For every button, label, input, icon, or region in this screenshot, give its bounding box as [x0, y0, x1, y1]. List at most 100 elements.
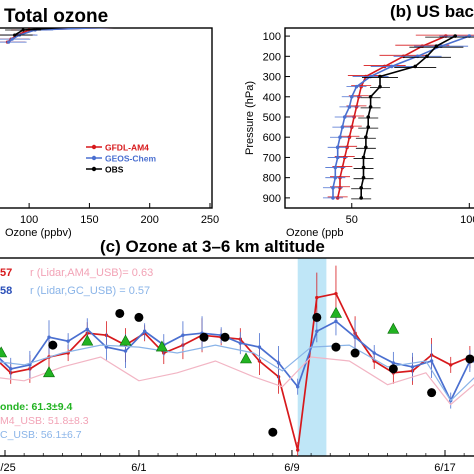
panel-b-xtick-label: 50 [346, 214, 358, 226]
panel-c-point [142, 329, 147, 333]
panel-a-point [202, 22, 205, 25]
panel-b-xtick-label: 100 [460, 214, 474, 226]
panel-c-series-line [0, 344, 474, 402]
panel-c-stat-sonde: onde: 61.3±9.4 [0, 401, 72, 413]
panel-c-black-point [268, 427, 278, 437]
panel-c-point [315, 329, 319, 333]
panel-c-point [372, 351, 376, 355]
panel-a-xtick-label: 100 [20, 214, 38, 226]
panel-b-ytick-label: 300 [263, 72, 281, 84]
panel-b-point [361, 165, 366, 170]
panel-c-ozonesonde-marker [42, 366, 56, 378]
panel-b-ytick-label: 800 [263, 173, 281, 185]
panel-c-point [334, 291, 338, 296]
panel-c-frame [0, 257, 474, 457]
panel-c-black-point [134, 312, 144, 322]
panel-c-point [391, 361, 396, 365]
panel-b-point [359, 185, 363, 190]
panel-b-series-group [322, 34, 474, 200]
panel-c-point [66, 339, 70, 343]
panel-b-ylabel: Pressure (hPa) [244, 81, 256, 155]
panel-a-xtick-label: 150 [80, 214, 98, 226]
panel-c-black-point [465, 354, 474, 364]
panel-b-point [368, 105, 373, 109]
panel-b-point [338, 135, 342, 140]
panel-c-series-line [0, 320, 474, 403]
panel-a-legend-marker [91, 166, 97, 172]
panel-b-point [378, 84, 382, 89]
panel-c-point [295, 385, 300, 389]
panel-b-ytick-label: 900 [263, 193, 281, 205]
panel-b-point [333, 175, 338, 180]
panel-c-black-point [199, 332, 209, 342]
panel-c-point [123, 349, 128, 353]
panel-a-xtick-label: 250 [201, 214, 219, 226]
panel-c-point [429, 359, 434, 363]
panel-c-ozonesonde-marker [81, 334, 94, 346]
panel-a-legend-marker [91, 155, 97, 161]
panel-c-point [276, 361, 281, 365]
panel-c-black-point [115, 308, 125, 318]
panel-c-point [353, 335, 357, 339]
panel-a-legend-label: GFDL-AM4 [105, 143, 149, 153]
panel-c-black-point [350, 348, 360, 358]
panel-b-frame [284, 27, 474, 209]
panel-c-xtick-label: 5/25 [0, 462, 16, 474]
panel-b-point [425, 54, 429, 59]
panel-c-point [85, 327, 89, 331]
panel-c-black-point [312, 312, 322, 322]
panel-b-point [389, 64, 394, 69]
panel-c-black-point [48, 340, 58, 350]
panel-b-ytick-label: 400 [263, 92, 281, 104]
panel-c-r2-left: 58 [0, 285, 12, 297]
panel-c-point [257, 345, 262, 349]
panel-b-point [333, 165, 338, 170]
panel-c-xtick-label: 6/17 [434, 462, 455, 474]
panel-c-point [295, 448, 300, 452]
panel-b-ytick-label: 600 [263, 132, 281, 144]
panel-c-ozonesonde-marker [0, 346, 8, 358]
panel-c-point [9, 367, 13, 371]
panel-a-point [118, 22, 121, 25]
panel-c-ozonesonde-marker [155, 340, 168, 352]
panel-b-point [378, 74, 382, 79]
panel-b-point [354, 84, 359, 89]
panel-b-ytick-label: 100 [263, 31, 281, 43]
panel-c-series-line [0, 292, 474, 451]
panel-a-title: Total ozone [4, 6, 108, 27]
panel-b-ytick-label: 700 [263, 152, 281, 164]
panel-c-r1-left: 57 [0, 267, 12, 279]
panel-b-point [364, 145, 368, 150]
panel-b-point [366, 115, 371, 119]
panel-c-stat-am4: M4_USB: 51.8±8.3 [0, 415, 89, 427]
panel-b-point [359, 196, 363, 200]
panel-a-legend-label: GEOS-Chem [105, 154, 156, 164]
panel-c-black-point [427, 388, 437, 398]
panel-c-point [315, 295, 319, 300]
panel-a-point [208, 22, 211, 25]
panel-b-xlabel: Ozone (ppb [286, 227, 343, 239]
panel-c-point [28, 363, 32, 367]
panel-c-xtick-label: 6/9 [284, 462, 299, 474]
panel-a-point [7, 40, 11, 44]
panel-b-point [368, 94, 373, 99]
panel-b-point [364, 135, 368, 140]
panel-b-point [335, 155, 340, 160]
panel-a-legend-label: OBS [105, 165, 124, 175]
panel-a-xlabel: Ozone (ppbv) [5, 227, 72, 239]
panel-a-frame [0, 27, 213, 209]
panel-a-point [10, 37, 14, 41]
panel-c-black-point [220, 332, 230, 342]
panel-c-ozonesonde-marker [329, 306, 343, 318]
panel-c-point [449, 363, 453, 367]
panel-c-point [238, 341, 243, 345]
panel-c-series-line [0, 356, 474, 406]
panel-b-title: (b) US bac [390, 2, 474, 21]
panel-b-point [331, 196, 335, 200]
panel-c-series-group [0, 265, 474, 456]
panel-b-point [413, 64, 418, 69]
panel-b-point [434, 44, 439, 49]
panel-b-point [335, 145, 340, 150]
panel-b-point [347, 105, 352, 109]
panel-b-point [340, 125, 345, 129]
